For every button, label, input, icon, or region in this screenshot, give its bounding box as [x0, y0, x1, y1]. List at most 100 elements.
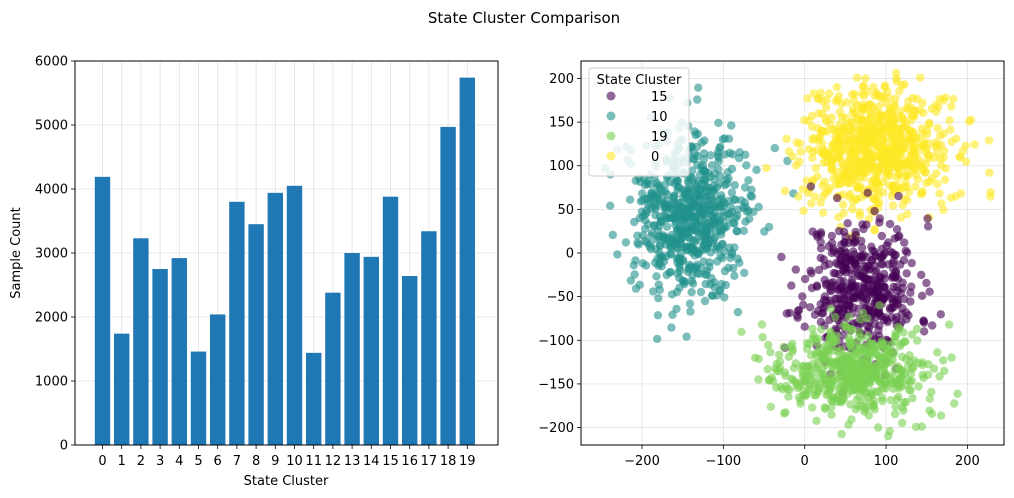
scatter-point [937, 199, 946, 208]
scatter-point [810, 192, 820, 201]
scatter-point [876, 253, 885, 262]
scatter-point [861, 74, 870, 83]
scatter-point [701, 167, 710, 177]
scatter-point [884, 117, 894, 126]
scatter-point [640, 180, 650, 190]
scatter-point [848, 204, 857, 214]
bar-x-axis: 0 1 2 3 4 5 6 7 8 9 10 11 12 13 14 15 16 17 18 19 [98, 445, 476, 469]
scatter-point [818, 181, 827, 190]
scatter-point [899, 328, 908, 337]
scatter-point [796, 147, 805, 157]
scatter-point [894, 322, 903, 331]
scatter-point [853, 264, 862, 274]
scatter-point [805, 339, 814, 349]
scatter-point [735, 258, 744, 267]
scatter-point [945, 116, 954, 125]
legend-title: State Cluster [597, 73, 682, 88]
scatter-point [764, 376, 774, 385]
scatter-point [647, 231, 656, 240]
scatter-point [860, 404, 870, 414]
scatter-point [849, 375, 858, 384]
scatter-point [872, 107, 881, 117]
scatter-point [953, 389, 962, 398]
scatter-point [816, 325, 826, 334]
scatter-point [638, 259, 647, 268]
scatter-point [774, 350, 784, 359]
scatter-point [804, 116, 813, 126]
scatter-point [945, 320, 954, 329]
scatter-point [946, 193, 956, 202]
scatter-point [834, 270, 843, 279]
bar-y-axis-label: Sample Count [9, 207, 24, 298]
scatter-point [744, 176, 753, 185]
scatter-point [856, 315, 865, 324]
scatter-point [937, 161, 946, 170]
scatter-legend: State Cluster 15 10 19 0 [588, 67, 690, 177]
scatter-point [816, 344, 825, 353]
scatter-point [689, 244, 698, 253]
scatter-point [915, 155, 924, 165]
scatter-point [653, 311, 663, 320]
scatter-point [698, 161, 708, 170]
bar-2 [133, 238, 149, 445]
scatter-point [733, 307, 743, 317]
scatter-point [791, 265, 800, 274]
scatter-point [907, 282, 916, 291]
scatter-point [835, 373, 844, 382]
bar-x-tick-label: 6 [214, 454, 222, 469]
scatter-point [840, 321, 849, 330]
bar-12 [325, 292, 341, 445]
scatter-point [875, 321, 884, 330]
scatter-point [912, 324, 922, 334]
scatter-point [874, 190, 883, 199]
scatter-x-axis: −200 −100 0 100 200 [624, 445, 980, 469]
scatter-point [681, 212, 691, 221]
scatter-series-0 [762, 68, 995, 241]
scatter-point [782, 309, 791, 318]
scatter-point [833, 392, 843, 401]
scatter-point [720, 266, 730, 276]
scatter-point [864, 149, 874, 158]
scatter-point [714, 153, 723, 162]
scatter-point [906, 297, 915, 306]
scatter-point [822, 103, 831, 112]
scatter-point [834, 226, 844, 236]
scatter-point [777, 252, 786, 262]
scatter-point [799, 369, 808, 378]
scatter-point [900, 238, 909, 247]
scatter-point [843, 389, 853, 398]
bar-18 [440, 126, 456, 446]
scatter-point [856, 161, 866, 170]
scatter-point [868, 281, 878, 290]
scatter-y-tick-label: 200 [549, 72, 574, 87]
scatter-point [674, 208, 684, 218]
scatter-point [854, 332, 864, 341]
scatter-point [863, 168, 872, 177]
scatter-point [649, 287, 658, 296]
scatter-y-tick-label: −50 [547, 290, 574, 305]
scatter-point [841, 170, 850, 179]
scatter-point [846, 283, 855, 293]
scatter-point [875, 301, 884, 310]
scatter-point [730, 271, 739, 280]
scatter-point [898, 418, 907, 428]
bar-7 [229, 201, 245, 445]
scatter-point [669, 192, 679, 201]
bar-y-tick-label: 0 [60, 439, 68, 454]
scatter-point [946, 125, 955, 134]
scatter-point [898, 283, 907, 293]
scatter-point [881, 168, 891, 177]
scatter-point [676, 239, 686, 248]
scatter-point [899, 117, 909, 126]
scatter-point [855, 211, 865, 220]
scatter-point [827, 336, 836, 346]
scatter-point [644, 220, 653, 229]
bar-x-tick-label: 10 [286, 454, 303, 469]
scatter-point [799, 362, 808, 371]
scatter-point [880, 313, 890, 322]
scatter-point [817, 309, 826, 318]
scatter-point [714, 118, 723, 128]
scatter-point [841, 364, 850, 373]
scatter-point [678, 256, 687, 266]
